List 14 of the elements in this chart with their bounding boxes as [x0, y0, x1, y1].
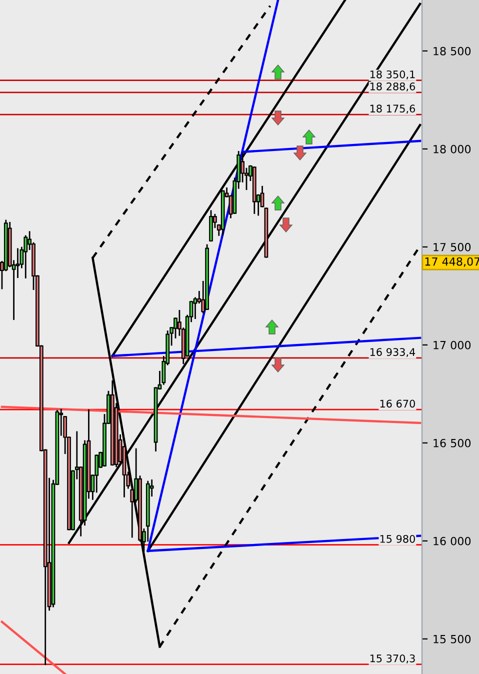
ref-line-label: 18 175,6	[370, 104, 416, 114]
ref-line-label: 16 670	[380, 400, 415, 408]
y-tick-label: 18 500	[434, 46, 471, 56]
y-tick-label: 18 000	[434, 144, 471, 154]
y-tick-label: 15 500	[434, 634, 471, 644]
y-tick-label: 16 000	[434, 536, 471, 546]
ref-line-label: 18 288,6	[370, 82, 416, 92]
ref-line-label: 15 980	[380, 534, 415, 543]
ref-line-label: 16 933,4	[370, 348, 416, 358]
ref-line-label: 18 350,1	[370, 70, 415, 80]
y-tick-label: 17 000	[434, 340, 471, 350]
y-tick-label: 17 500	[434, 242, 471, 252]
y-tick-label: 16 500	[434, 438, 471, 448]
ref-line-label: 15 370,3	[370, 654, 415, 664]
